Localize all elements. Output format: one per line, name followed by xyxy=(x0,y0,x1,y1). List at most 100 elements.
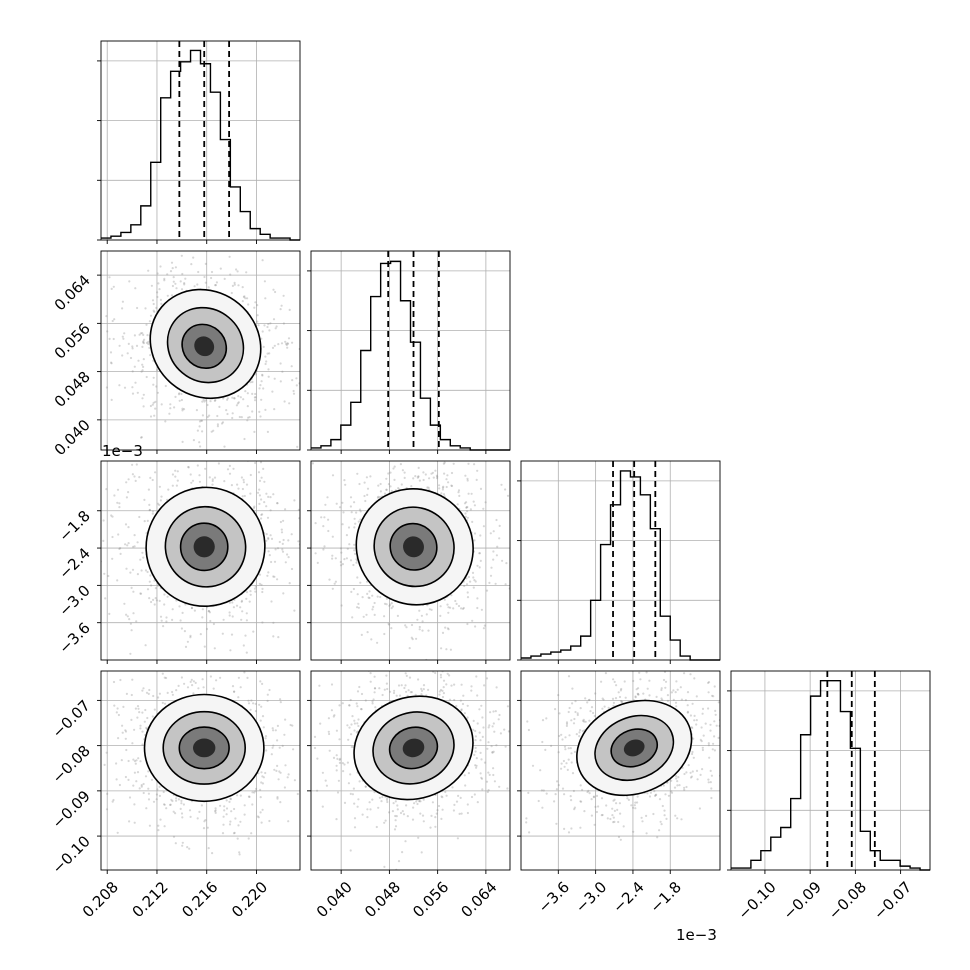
scatter-point xyxy=(364,785,367,788)
scatter-point xyxy=(210,276,213,280)
scatter-point xyxy=(462,694,465,697)
scatter-point xyxy=(165,676,168,680)
scatter-point xyxy=(459,796,462,800)
scatter-point xyxy=(280,342,284,345)
scatter-point xyxy=(176,470,179,473)
scatter-point xyxy=(292,389,295,393)
scatter-point xyxy=(188,452,190,454)
scatter-point xyxy=(457,489,461,492)
scatter-point xyxy=(214,809,217,812)
scatter-point xyxy=(707,781,710,784)
scatter-point xyxy=(670,779,673,782)
scatter-point xyxy=(419,812,422,815)
scatter-point xyxy=(492,558,495,561)
scatter-point xyxy=(247,702,251,705)
scatter-point xyxy=(434,816,437,819)
scatter-point xyxy=(154,587,157,590)
scatter-point xyxy=(134,381,137,384)
scatter-point xyxy=(284,718,287,721)
scatter-point xyxy=(341,563,344,566)
scatter-point xyxy=(175,484,178,487)
scatter-point xyxy=(202,686,205,689)
scatter-point xyxy=(454,435,456,437)
scatter-point xyxy=(142,791,145,795)
scatter-point xyxy=(418,799,421,802)
scatter-point xyxy=(353,549,356,552)
scatter-point xyxy=(479,559,482,563)
scatter-point xyxy=(501,559,504,562)
scatter-point xyxy=(116,488,120,491)
scatter-point xyxy=(417,678,420,681)
scatter-point xyxy=(233,281,236,284)
scatter-point xyxy=(482,507,485,510)
scatter-point xyxy=(272,288,275,291)
scatter-point xyxy=(170,261,174,264)
scatter-point xyxy=(441,808,444,811)
scatter-point xyxy=(575,733,578,736)
scatter-point xyxy=(474,580,477,583)
scatter-point xyxy=(225,409,228,412)
scatter-point xyxy=(119,547,122,550)
scatter-point xyxy=(124,729,127,732)
scatter-point xyxy=(488,724,491,727)
scatter-point xyxy=(153,708,156,711)
scatter-point xyxy=(119,678,122,682)
scatter-point xyxy=(478,552,481,555)
scatter-point xyxy=(466,622,469,626)
scatter-point xyxy=(263,280,266,283)
scatter-point xyxy=(172,648,174,650)
scatter-point xyxy=(175,797,178,800)
scatter-point xyxy=(254,396,257,399)
scatter-point xyxy=(305,755,307,757)
scatter-point xyxy=(136,573,139,576)
scatter-point xyxy=(196,464,199,467)
scatter-point xyxy=(294,532,296,534)
scatter-point xyxy=(420,851,423,854)
scatter-point xyxy=(327,529,330,533)
scatter-point xyxy=(437,804,441,808)
scatter-point xyxy=(578,735,581,738)
scatter-point xyxy=(181,611,184,615)
marginal-panel-0 xyxy=(97,40,301,244)
scatter-point xyxy=(244,634,247,637)
scatter-point xyxy=(133,545,136,548)
scatter-point xyxy=(301,762,303,764)
scatter-point xyxy=(180,802,183,805)
scatter-point xyxy=(260,398,263,401)
scatter-point xyxy=(220,422,224,425)
scatter-point xyxy=(189,680,192,684)
scatter-point xyxy=(281,542,284,546)
scatter-point xyxy=(404,624,407,627)
scatter-point xyxy=(369,808,372,811)
scatter-point xyxy=(707,681,710,685)
scatter-point xyxy=(244,390,247,393)
scatter-point xyxy=(457,794,460,798)
scatter-point xyxy=(272,621,275,624)
scatter-point xyxy=(470,685,473,688)
scatter-point xyxy=(222,397,225,400)
scatter-point xyxy=(136,705,140,708)
scatter-point xyxy=(406,815,409,818)
scatter-point xyxy=(341,501,344,504)
scatter-point xyxy=(239,794,242,797)
scatter-point xyxy=(474,739,477,742)
scatter-point xyxy=(597,805,600,808)
scatter-point xyxy=(346,724,349,727)
scatter-point xyxy=(397,684,401,687)
scatter-point xyxy=(473,793,476,796)
scatter-point xyxy=(713,749,717,752)
scatter-point xyxy=(426,486,429,489)
scatter-point xyxy=(231,412,234,415)
scatter-point xyxy=(228,614,231,617)
scatter-point xyxy=(701,746,704,749)
scatter-point xyxy=(491,725,494,728)
scatter-point xyxy=(241,286,244,289)
scatter-point xyxy=(198,480,201,483)
joint-panel-0-2 xyxy=(97,452,301,664)
scatter-point xyxy=(251,803,254,806)
scatter-point xyxy=(372,605,375,609)
scatter-point xyxy=(487,726,490,729)
scatter-point xyxy=(171,608,174,611)
scatter-point xyxy=(140,436,143,439)
scatter-point xyxy=(676,784,679,787)
